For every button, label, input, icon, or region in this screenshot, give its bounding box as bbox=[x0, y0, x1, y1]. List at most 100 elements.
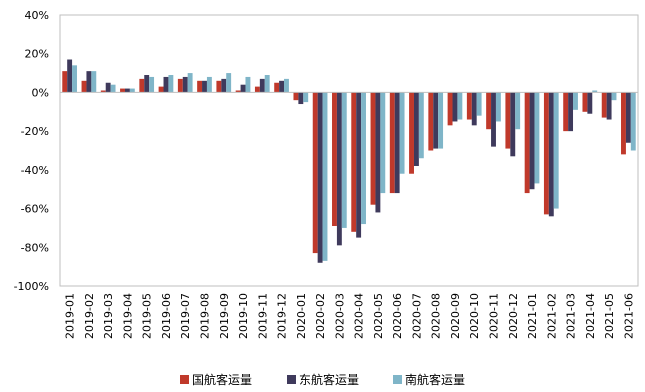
x-tick-label: 2020-03 bbox=[333, 293, 346, 339]
bar-series-3-2019-09 bbox=[226, 73, 232, 93]
bar-series-2-2019-08 bbox=[202, 80, 207, 93]
bar-series-3-2019-03 bbox=[110, 84, 116, 93]
bar-series-3-2019-04 bbox=[129, 88, 135, 93]
bar-series-1-2021-03 bbox=[563, 92, 569, 132]
bar-series-3-2021-01 bbox=[534, 92, 540, 184]
bar-series-3-2020-01 bbox=[303, 92, 309, 103]
x-tick-label: 2021-02 bbox=[545, 293, 558, 339]
y-tick-label: -40% bbox=[21, 164, 49, 177]
y-axis-ticks: -100% -80% -60% -40% -20% 0% 20% 40% bbox=[14, 9, 49, 293]
bar-series-2-2019-03 bbox=[105, 82, 111, 93]
x-tick-label: 2021-06 bbox=[622, 293, 635, 339]
x-tick-label: 2019-06 bbox=[160, 293, 173, 339]
bar-series-3-2020-06 bbox=[399, 92, 405, 174]
bar-series-2-2020-04 bbox=[356, 92, 362, 238]
bar-series-1-2019-07 bbox=[177, 78, 183, 93]
bar-series-1-2021-06 bbox=[621, 92, 626, 155]
bar-series-1-2020-02 bbox=[312, 92, 318, 254]
bar-series-3-2021-04 bbox=[592, 90, 598, 93]
bar-series-1-2020-08 bbox=[428, 92, 434, 151]
bar-series-2-2020-02 bbox=[317, 92, 323, 263]
bar-series-2-2020-05 bbox=[375, 92, 381, 213]
x-tick-label: 2020-08 bbox=[430, 293, 443, 339]
bar-series-1-2020-09 bbox=[447, 92, 453, 126]
x-tick-label: 2020-05 bbox=[372, 293, 385, 339]
legend-swatch-3 bbox=[393, 375, 402, 384]
x-tick-label: 2019-07 bbox=[179, 293, 192, 339]
bar-series-2-2021-04 bbox=[587, 92, 593, 114]
bar-series-1-2019-04 bbox=[120, 88, 125, 93]
bar-series-2-2021-03 bbox=[568, 92, 574, 132]
x-tick-label: 2020-07 bbox=[410, 293, 423, 339]
bar-series-3-2019-10 bbox=[245, 76, 251, 93]
y-tick-label: -20% bbox=[21, 125, 49, 138]
bar-series-2-2019-10 bbox=[240, 84, 246, 93]
x-tick-label: 2019-05 bbox=[141, 293, 154, 339]
y-tick-label: 40% bbox=[25, 9, 49, 22]
bar-series-3-2020-12 bbox=[515, 92, 521, 130]
bar-series-2-2019-12 bbox=[279, 80, 285, 93]
bar-series-3-2019-02 bbox=[91, 71, 97, 93]
bar-series-3-2019-08 bbox=[206, 76, 212, 93]
x-tick-label: 2020-01 bbox=[295, 293, 308, 339]
bar-series-2-2020-11 bbox=[491, 92, 496, 147]
bar-series-3-2019-07 bbox=[187, 73, 193, 93]
bar-series-1-2020-01 bbox=[293, 92, 299, 101]
x-tick-label: 2020-06 bbox=[391, 293, 404, 339]
bar-series-3-2020-05 bbox=[380, 92, 386, 194]
bar-series-2-2020-06 bbox=[394, 92, 400, 194]
x-tick-label: 2020-11 bbox=[488, 293, 501, 339]
x-tick-label: 2019-01 bbox=[64, 293, 77, 339]
legend-swatch-2 bbox=[287, 375, 296, 384]
bar-series-1-2019-02 bbox=[81, 80, 87, 93]
bar-series-2-2019-04 bbox=[124, 88, 130, 93]
bar-series-2-2020-12 bbox=[510, 92, 516, 157]
bar-series-2-2020-01 bbox=[298, 92, 304, 105]
bar-series-3-2020-04 bbox=[361, 92, 366, 225]
x-tick-label: 2019-12 bbox=[276, 293, 289, 339]
bar-series-1-2020-04 bbox=[351, 92, 357, 232]
x-tick-label: 2019-02 bbox=[83, 293, 96, 339]
bar-series-1-2019-05 bbox=[139, 78, 145, 93]
bar-series-1-2019-11 bbox=[254, 86, 260, 93]
bar-series-1-2019-10 bbox=[235, 90, 241, 93]
x-tick-label: 2019-04 bbox=[121, 293, 134, 339]
bar-series-2-2021-02 bbox=[548, 92, 554, 217]
bar-series-2-2019-02 bbox=[86, 71, 92, 93]
bar-series-1-2019-01 bbox=[62, 71, 68, 93]
x-tick-label: 2020-09 bbox=[449, 293, 462, 339]
legend-label-1: 国航客运量 bbox=[192, 372, 252, 387]
legend-swatch-1 bbox=[180, 375, 189, 384]
bar-series-3-2019-01 bbox=[72, 65, 77, 93]
bar-series-3-2021-06 bbox=[630, 92, 636, 151]
bar-series-2-2019-07 bbox=[182, 76, 188, 93]
bar-series-3-2019-06 bbox=[168, 75, 174, 93]
bar-series-3-2021-03 bbox=[573, 92, 578, 110]
bar-series-1-2019-03 bbox=[100, 90, 106, 93]
bar-series-2-2020-10 bbox=[471, 92, 477, 126]
bar-series-1-2020-06 bbox=[389, 92, 395, 194]
bar-series-3-2020-10 bbox=[476, 92, 482, 116]
plot-area bbox=[59, 14, 639, 287]
x-tick-label: 2020-10 bbox=[468, 293, 481, 339]
bar-series-2-2021-05 bbox=[606, 92, 612, 120]
bar-series-1-2020-11 bbox=[486, 92, 492, 130]
bar-series-3-2020-09 bbox=[457, 92, 463, 120]
bar-series-2-2020-03 bbox=[336, 92, 342, 246]
x-axis-ticks: 2019-01 2019-02 2019-03 2019-04 2019-05 2019-… bbox=[64, 293, 636, 339]
x-tick-label: 2020-04 bbox=[353, 293, 366, 339]
bar-series-3-2020-03 bbox=[341, 92, 347, 228]
bar-series-2-2019-06 bbox=[163, 76, 169, 93]
bar-series-1-2019-09 bbox=[216, 80, 222, 93]
y-tick-label: 20% bbox=[25, 48, 49, 61]
x-tick-label: 2019-08 bbox=[199, 293, 212, 339]
bar-series-3-2020-02 bbox=[322, 92, 328, 261]
bar-series-2-2020-08 bbox=[433, 92, 439, 149]
y-tick-label: 0% bbox=[32, 86, 49, 99]
bar-series-2-2020-09 bbox=[452, 92, 458, 122]
y-tick-label: -80% bbox=[21, 241, 49, 254]
bar-series-1-2020-05 bbox=[370, 92, 376, 205]
bar-series-1-2021-04 bbox=[582, 92, 588, 112]
legend-label-3: 南航客运量 bbox=[405, 372, 465, 387]
